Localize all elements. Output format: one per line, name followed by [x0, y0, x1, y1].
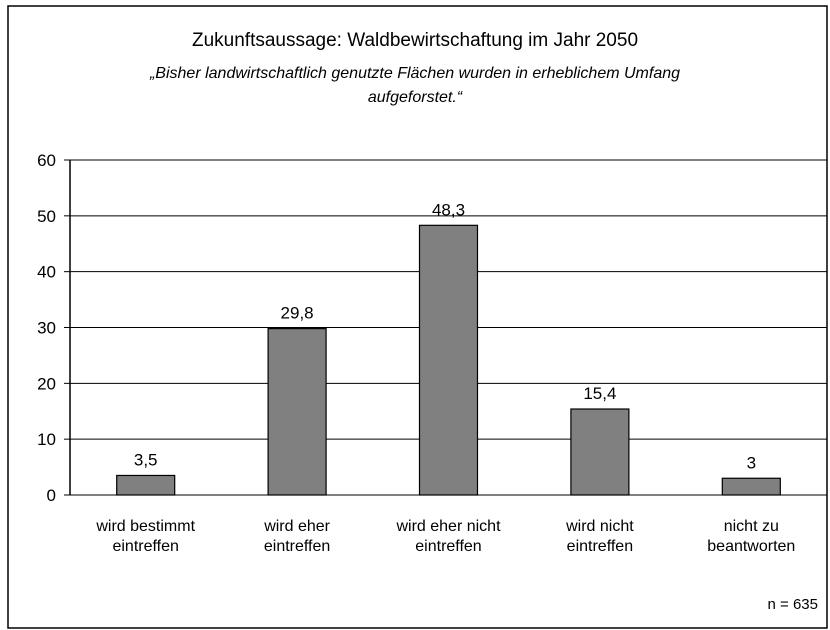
bar	[418, 224, 479, 496]
data-label: 29,8	[281, 304, 314, 323]
data-label: 3,5	[134, 450, 158, 469]
frame	[7, 5, 828, 629]
data-label: 3	[747, 453, 756, 472]
bar	[570, 408, 630, 496]
chart-title: Zukunftsaussage: Waldbewirtschaftung im …	[191, 30, 639, 51]
bar	[267, 328, 327, 496]
x-tick-label: wird eher nicht eintreffen	[396, 518, 501, 555]
annotation: n = 635	[767, 596, 818, 613]
data-label: 48,3	[432, 200, 465, 219]
bar	[721, 477, 781, 496]
y-tick-label: 40	[37, 263, 56, 282]
y-tick-label: 60	[37, 151, 56, 170]
chart-subtitle: „Bisher landwirtschaftlich genutzte Fläc…	[149, 65, 681, 106]
bar	[116, 474, 176, 496]
x-tick-label: wird nicht eintreffen	[566, 518, 634, 555]
x-tick-label: wird eher eintreffen	[263, 518, 331, 555]
y-tick-label: 30	[37, 319, 56, 338]
y-tick-label: 20	[37, 374, 56, 393]
y-tick-label: 0	[47, 486, 56, 505]
y-tick-label: 50	[37, 207, 56, 226]
y-tick-label: 10	[37, 430, 56, 449]
data-label: 15,4	[583, 384, 616, 403]
x-tick-label: nicht zu beantworten	[707, 518, 796, 555]
x-tick-label: wird bestimmt eintreffen	[96, 518, 196, 555]
